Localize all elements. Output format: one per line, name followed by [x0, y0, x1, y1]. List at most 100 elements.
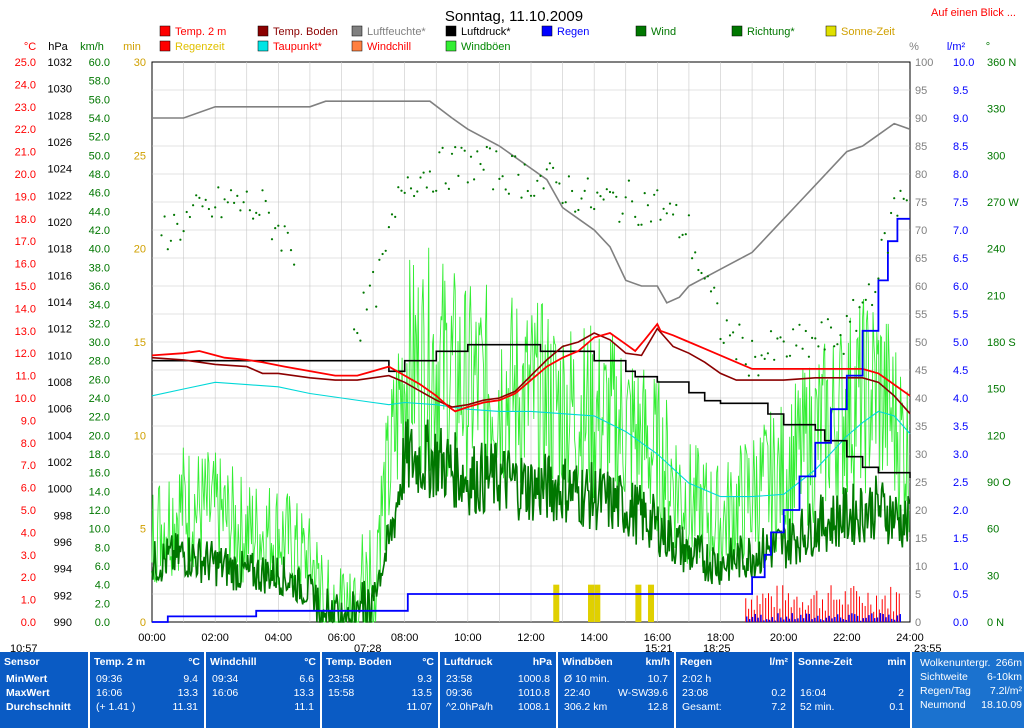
direction-point — [890, 211, 893, 215]
direction-tick: 330 — [987, 104, 1005, 116]
temp-tick: 3.0 — [21, 550, 36, 562]
direction-point — [574, 210, 577, 213]
wind-tick: 40.0 — [89, 244, 110, 256]
footer-windchill-col: Windchill °C 09:34 6.6 16:06 13.3 11.1 — [206, 652, 322, 728]
humidity-tick: 100 — [915, 57, 933, 69]
direction-point — [631, 200, 634, 203]
direction-point — [722, 341, 725, 344]
wind-tick: 34.0 — [89, 300, 110, 312]
direction-point — [757, 374, 760, 377]
direction-point — [460, 146, 463, 149]
footer-gust-distance: 306.2 km — [564, 701, 608, 713]
info-visibility-label: Sichtweite — [920, 671, 968, 683]
direction-point — [476, 150, 479, 153]
direction-point — [741, 336, 744, 339]
wind-tick: 32.0 — [89, 318, 110, 330]
direction-tick: 0 N — [987, 617, 1004, 629]
direction-point — [643, 192, 646, 195]
direction-point — [182, 230, 185, 233]
humidity-tick: 80 — [915, 169, 927, 181]
direction-tick: 60 — [987, 524, 999, 536]
legend-label: Luftdruck* — [461, 26, 511, 38]
direction-point — [656, 189, 659, 192]
time-tick: 02:00 — [201, 632, 229, 644]
temp-tick: 22.0 — [15, 124, 36, 136]
direction-point — [185, 210, 188, 214]
direction-point — [871, 303, 874, 307]
direction-point — [896, 214, 899, 217]
footer-pressure-unit: hPa — [532, 656, 552, 668]
direction-point — [523, 163, 526, 166]
direction-point — [217, 186, 220, 189]
wind-tick: 52.0 — [89, 132, 110, 144]
direction-point — [678, 236, 681, 239]
footer-windchill-max-time: 16:06 — [212, 687, 239, 699]
direction-point — [586, 177, 589, 180]
direction-point — [684, 233, 687, 236]
wind-tick: 54.0 — [89, 113, 110, 125]
temp-tick: 5.0 — [21, 505, 36, 517]
footer-avg-label: Durchschnitt — [6, 701, 71, 713]
direction-point — [359, 339, 362, 342]
pressure-tick: 1016 — [48, 270, 72, 282]
overview-link[interactable]: Auf einen Blick ... — [931, 7, 1016, 19]
series-temp-boden — [151, 327, 911, 415]
direction-point — [362, 291, 365, 294]
rain-tick: 8.0 — [953, 169, 968, 181]
direction-point — [419, 176, 422, 179]
footer-temp-min-time: 09:36 — [96, 673, 123, 685]
direction-point — [899, 189, 902, 192]
direction-point — [637, 223, 640, 226]
direction-point — [441, 146, 444, 149]
direction-point — [353, 328, 356, 331]
sun-minutes-tick: 30 — [134, 57, 146, 69]
legend-swatch — [635, 25, 647, 37]
humidity-tick: 15 — [915, 533, 927, 545]
legend-label: Windchill — [367, 41, 411, 53]
wind-tick: 50.0 — [89, 150, 110, 162]
footer-ground-avg: 11.07 — [406, 701, 433, 713]
info-cloud-value: 266m — [995, 657, 1022, 669]
footer-windchill-avg: 11.1 — [294, 701, 314, 713]
direction-point — [378, 258, 381, 261]
wind-tick: 0.0 — [95, 617, 110, 629]
direction-point — [893, 197, 896, 200]
footer-min-label: MinWert — [6, 673, 48, 685]
direction-point — [842, 352, 845, 355]
legend-swatch — [351, 40, 363, 52]
direction-point — [283, 225, 286, 228]
humidity-tick: 60 — [915, 281, 927, 293]
direction-point — [561, 201, 564, 205]
temp-tick: 7.0 — [21, 460, 36, 472]
humidity-tick: 25 — [915, 477, 927, 489]
direction-point — [728, 334, 732, 337]
direction-point — [880, 238, 883, 241]
direction-point — [166, 248, 169, 251]
direction-point — [289, 249, 293, 252]
direction-point — [533, 194, 536, 197]
direction-point — [438, 151, 441, 154]
direction-point — [258, 213, 261, 216]
pressure-tick: 1026 — [48, 137, 72, 149]
direction-point — [372, 270, 375, 274]
direction-point — [495, 150, 498, 153]
footer-rain-unit: l/m² — [769, 656, 788, 668]
temp-tick: 0.0 — [21, 617, 36, 629]
direction-point — [267, 211, 270, 214]
direction-point — [457, 174, 460, 177]
direction-tick: 90 O — [987, 477, 1011, 489]
legend-swatch — [159, 40, 171, 52]
direction-point — [858, 306, 861, 309]
pressure-tick: 1012 — [48, 324, 72, 336]
sun-marker-left: 10:57 — [10, 643, 38, 652]
direction-point — [548, 162, 552, 165]
footer-sun-total: 52 min. — [800, 701, 835, 713]
direction-point — [252, 217, 255, 220]
direction-point — [482, 168, 485, 171]
direction-point — [608, 190, 612, 194]
rain-tick: 3.5 — [953, 421, 968, 433]
footer-ground-unit: °C — [422, 656, 434, 668]
footer-sun-unit: min — [887, 656, 906, 668]
wind-tick: 6.0 — [95, 561, 110, 573]
direction-tick: 270 W — [987, 197, 1019, 209]
